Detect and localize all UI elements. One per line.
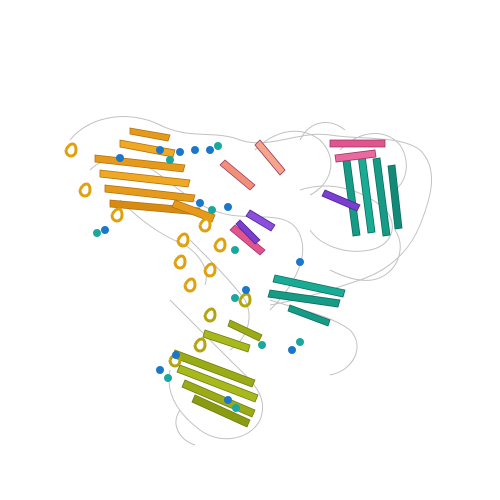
glycan-sphere [296, 258, 304, 266]
glycan-sphere [242, 286, 250, 294]
glycan-sphere [166, 156, 174, 164]
glycan-sphere [288, 346, 296, 354]
glycan-sphere [224, 203, 232, 211]
glycan-sphere [214, 142, 222, 150]
glycan-sphere [116, 154, 124, 162]
glycan-sphere [208, 206, 216, 214]
glycan-sphere [231, 246, 239, 254]
purple-core [235, 189, 361, 245]
magenta-domain [219, 139, 386, 256]
glycan-sphere [172, 351, 180, 359]
glycan-sphere [156, 146, 164, 154]
orange-helices [64, 142, 227, 293]
glycan-sphere [232, 404, 240, 412]
olive-domain [171, 319, 263, 428]
glycan-sphere [296, 338, 304, 346]
glycan-sphere [231, 294, 239, 302]
glycan-sphere [93, 229, 101, 237]
glycan-sphere [164, 374, 172, 382]
glycan-sphere [196, 199, 204, 207]
glycan-sphere [156, 366, 164, 374]
orange-domain [94, 127, 216, 223]
glycan-sphere [224, 396, 232, 404]
glycan-sphere [191, 146, 199, 154]
olive-helices [168, 292, 252, 368]
glycan-sphere [101, 226, 109, 234]
glycan-sphere [176, 148, 184, 156]
glycan-sphere [206, 146, 214, 154]
teal-domain [267, 154, 403, 327]
glycans [93, 142, 304, 412]
glycan-sphere [258, 341, 266, 349]
